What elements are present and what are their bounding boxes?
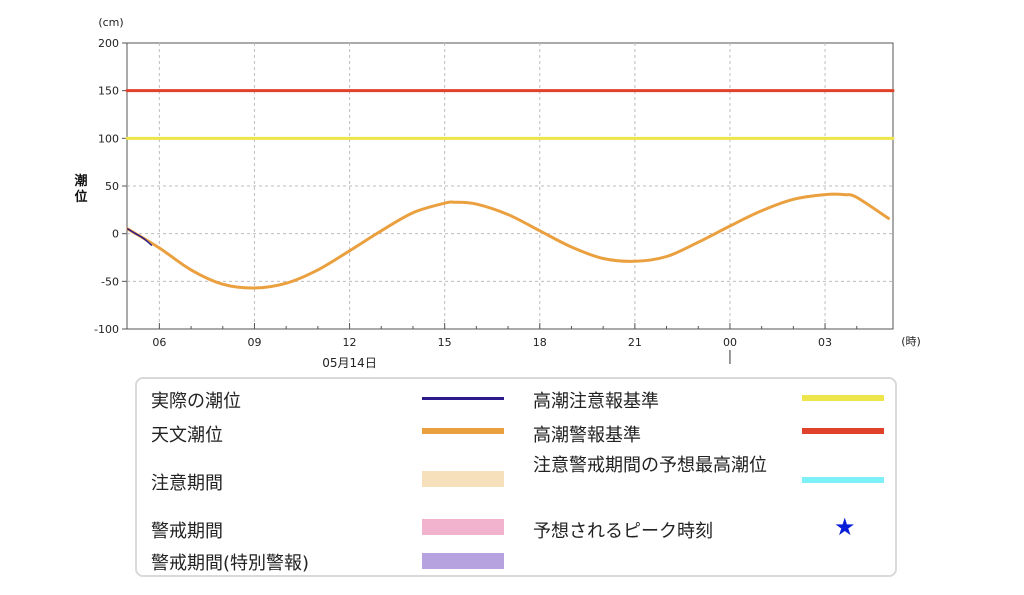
- y-tick-label: 100: [98, 132, 119, 145]
- legend-swatch-forecast-max: [802, 477, 884, 483]
- legend-label-special-warning-period: 警戒期間(特別警報): [151, 553, 310, 574]
- legend-swatch-special-warning-period: [422, 553, 504, 569]
- legend-swatch-actual: [422, 397, 504, 400]
- y-tick-label: 0: [112, 228, 119, 241]
- x-tick-label: 18: [533, 336, 547, 349]
- star-icon: ★: [834, 513, 856, 541]
- x-tick-label: 03: [818, 336, 832, 349]
- legend-label-actual: 実際の潮位: [151, 391, 241, 412]
- legend-label-caution-period: 注意期間: [151, 473, 223, 494]
- legend: 実際の潮位 天文潮位 注意期間 警戒期間 警戒期間(特別警報) 高潮注意報基準 …: [135, 377, 897, 577]
- x-tick-label: 06: [152, 336, 166, 349]
- x-tick-label: 15: [438, 336, 452, 349]
- x-unit-label: (時): [901, 335, 921, 348]
- legend-label-warning-level: 高潮警報基準: [533, 425, 641, 446]
- y-tick-label: 200: [98, 37, 119, 50]
- y-axis-label: 潮: [74, 173, 87, 189]
- date-label: 05月14日: [322, 356, 377, 370]
- x-tick-label: 00: [723, 336, 737, 349]
- x-tick-label: 09: [247, 336, 261, 349]
- legend-swatch-warning-period: [422, 519, 504, 535]
- legend-label-peak-time: 予想されるピーク時刻: [533, 521, 713, 542]
- x-tick-label: 12: [343, 336, 357, 349]
- y-tick-label: -50: [101, 275, 119, 288]
- y-axis-label: 位: [74, 189, 87, 205]
- legend-swatch-warning-level: [802, 428, 884, 434]
- legend-swatch-astronomical: [422, 428, 504, 434]
- series-line-3: [126, 228, 153, 246]
- x-tick-label: 21: [628, 336, 642, 349]
- legend-label-forecast-max: 注意警戒期間の予想最高潮位: [533, 455, 767, 476]
- y-tick-label: -100: [94, 323, 119, 336]
- legend-swatch-advisory-level: [802, 395, 884, 401]
- tide-chart: 200 150 100 50 0 -50 -100 06 09 12 15 18 21 00 03 (cm) (…: [74, 16, 921, 370]
- series-line-2: [126, 192, 890, 290]
- y-tick-label: 150: [98, 85, 119, 98]
- legend-label-astronomical: 天文潮位: [151, 425, 223, 446]
- legend-label-warning-period: 警戒期間: [151, 521, 223, 542]
- legend-label-advisory-level: 高潮注意報基準: [533, 391, 659, 412]
- y-tick-label: 50: [105, 180, 119, 193]
- y-unit-label: (cm): [98, 16, 123, 29]
- legend-swatch-caution-period: [422, 471, 504, 487]
